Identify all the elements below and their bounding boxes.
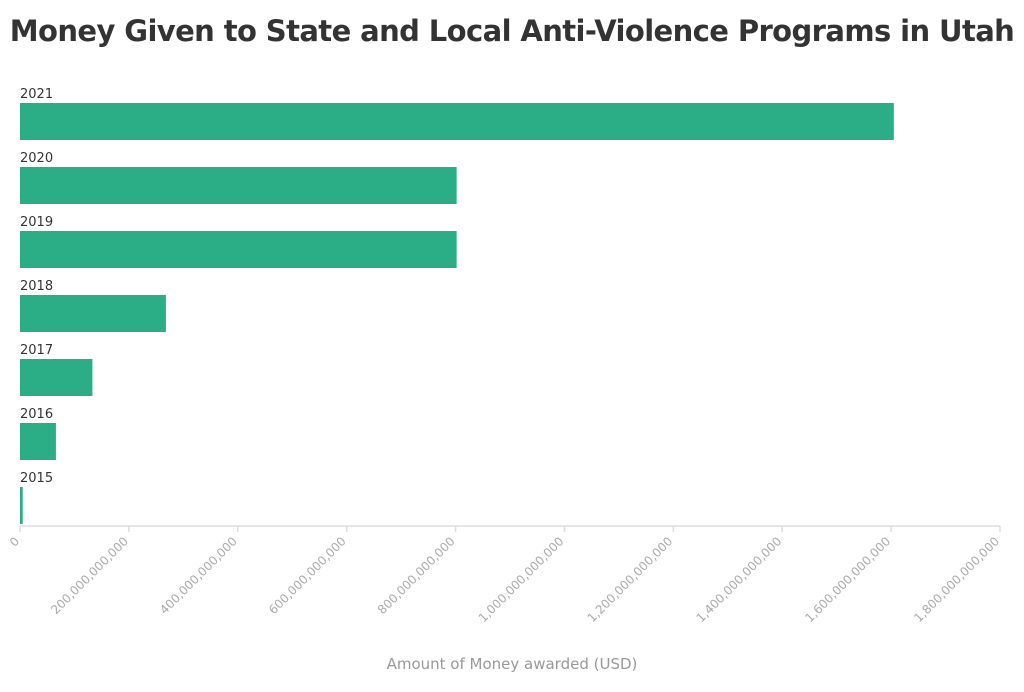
x-tick-label: 800,000,000,000 — [375, 534, 458, 617]
x-axis-title: Amount of Money awarded (USD) — [386, 655, 638, 673]
category-label-2020: 2020 — [20, 151, 53, 166]
bar-2019 — [20, 231, 457, 268]
x-tick-label: 1,200,000,000,000 — [585, 534, 676, 625]
bar-2016 — [20, 423, 56, 460]
x-tick-label: 1,800,000,000,000 — [911, 534, 1002, 625]
bar-2018 — [20, 295, 166, 332]
x-tick-label: 1,400,000,000,000 — [693, 534, 784, 625]
x-tick-label: 200,000,000,000 — [48, 534, 131, 617]
category-label-2021: 2021 — [20, 87, 53, 102]
bar-2020 — [20, 167, 457, 204]
chart-title: Money Given to State and Local Anti-Viol… — [9, 14, 1015, 48]
x-tick-label: 1,000,000,000,000 — [476, 534, 567, 625]
category-label-2015: 2015 — [20, 471, 53, 486]
bar-2017 — [20, 359, 93, 396]
category-label-2017: 2017 — [20, 343, 53, 358]
bar-2021 — [20, 103, 894, 140]
x-tick-label: 1,600,000,000,000 — [802, 534, 893, 625]
x-tick-label: 0 — [7, 534, 22, 549]
category-label-2018: 2018 — [20, 279, 53, 294]
x-tick-label: 400,000,000,000 — [157, 534, 240, 617]
category-label-2019: 2019 — [20, 215, 53, 230]
category-label-2016: 2016 — [20, 407, 53, 422]
x-tick-label: 600,000,000,000 — [266, 534, 349, 617]
bar-2015 — [20, 487, 23, 524]
